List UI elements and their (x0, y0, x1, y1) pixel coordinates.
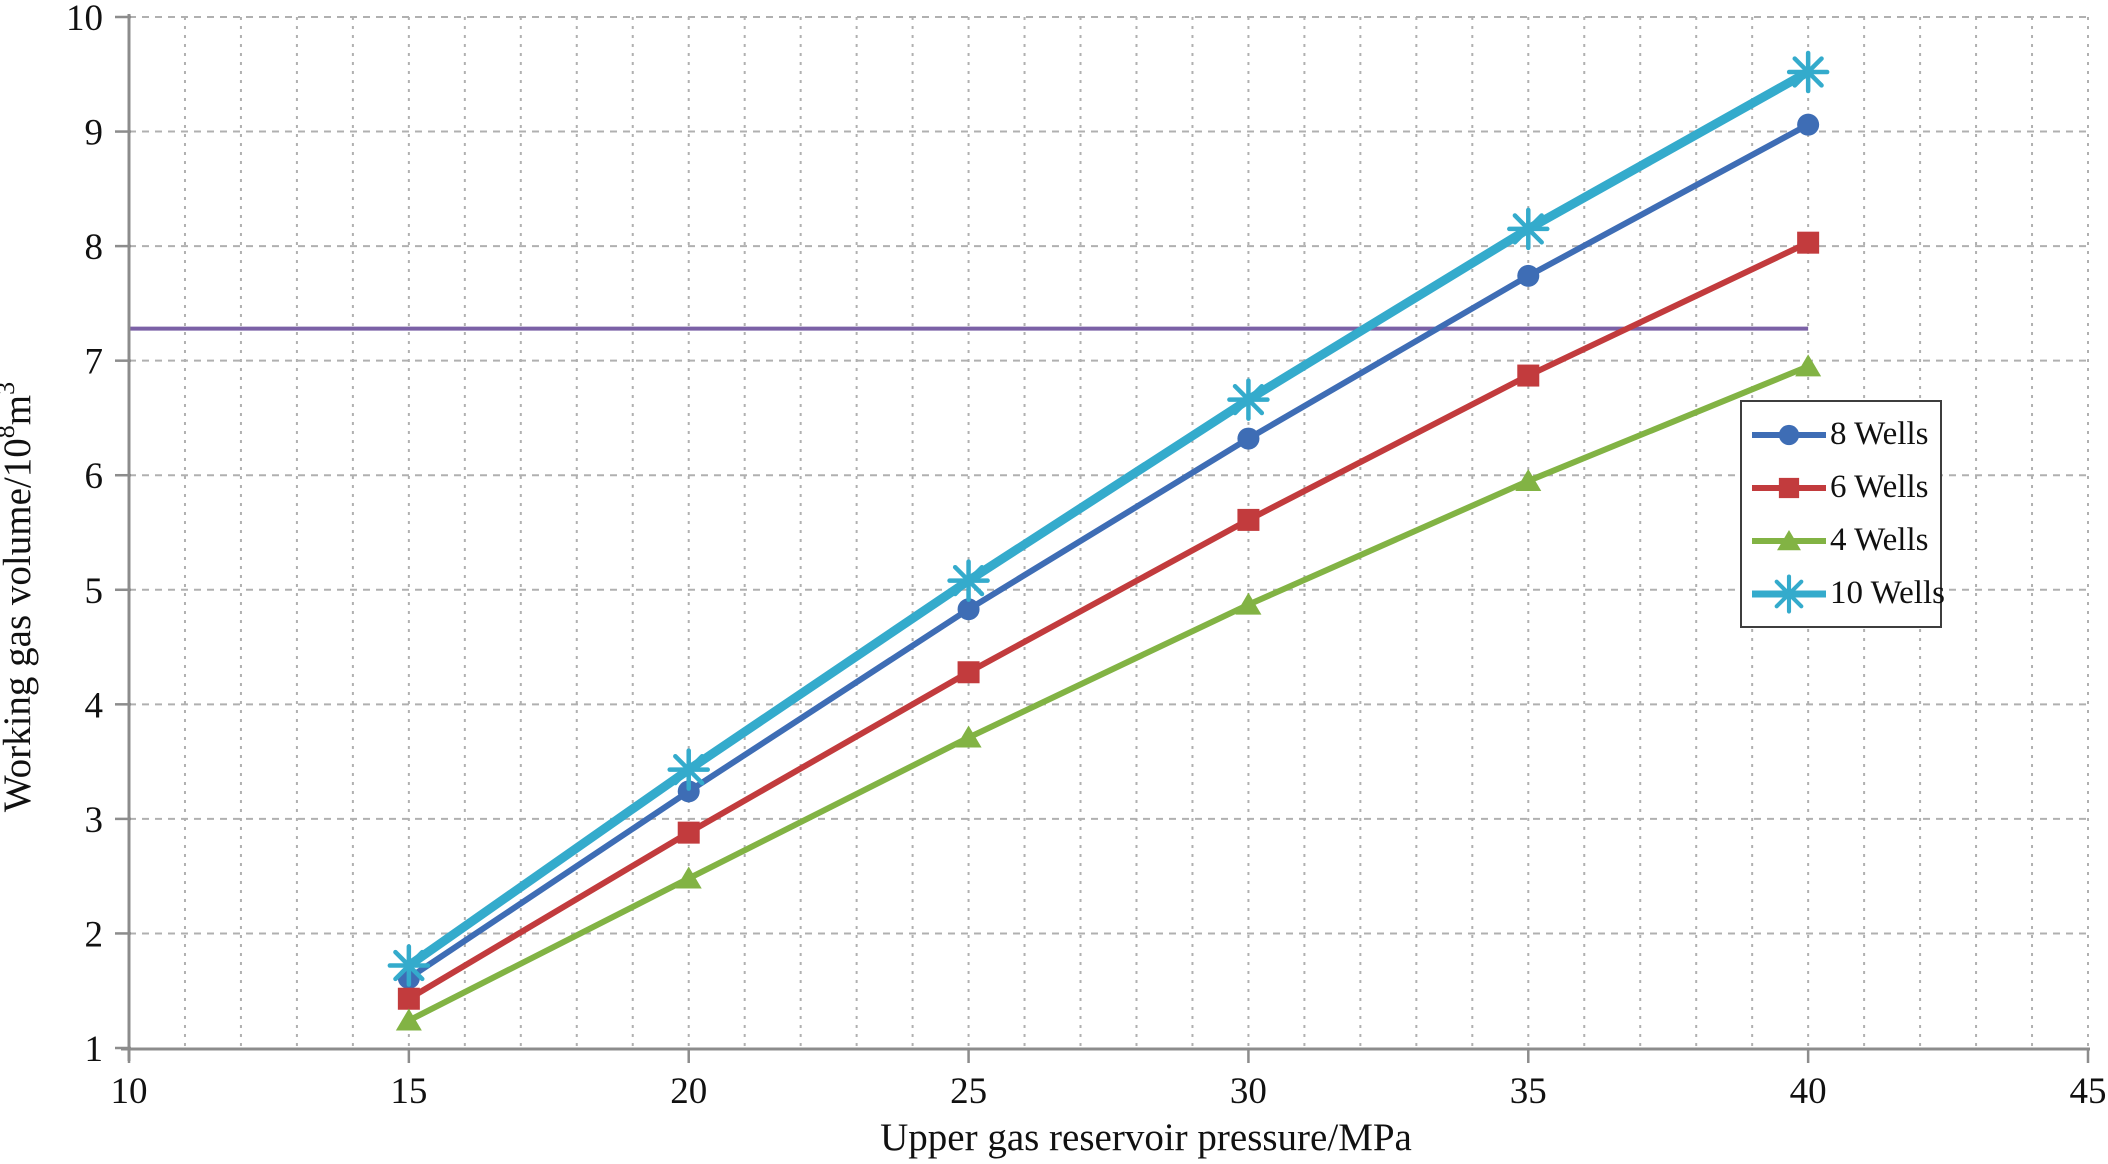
series-lines (387, 50, 1830, 1031)
square-marker (1237, 508, 1260, 531)
triangle-marker (1515, 468, 1542, 491)
asterisk-marker (947, 559, 990, 602)
triangle-marker (1235, 592, 1262, 615)
square-marker (677, 821, 700, 844)
asterisk-marker (1227, 378, 1270, 421)
y-tick-label: 3 (85, 800, 104, 841)
square-marker (957, 661, 980, 684)
x-tick-label: 10 (111, 1071, 148, 1112)
x-axis-title: Upper gas reservoir pressure/MPa (880, 1116, 1412, 1159)
circle-marker (1797, 113, 1820, 136)
y-tick-label: 9 (85, 113, 104, 154)
legend: 8 Wells 6 Wells 4 Wells 10 Wells (1740, 400, 1945, 628)
legend-item: 10 Wells (1750, 569, 1945, 619)
y-tick-label: 1 (85, 1029, 104, 1070)
circle-marker-icon (1752, 424, 1826, 445)
series-line-4-wells (405, 363, 1812, 1024)
square-marker (1517, 364, 1540, 387)
y-tick-label: 4 (85, 685, 104, 726)
circle-marker (957, 598, 980, 621)
legend-label: 4 Wells (1830, 522, 1929, 558)
legend-item: 6 Wells (1750, 463, 1940, 513)
square-marker-icon (1752, 477, 1826, 498)
x-tick-label: 40 (1790, 1071, 1827, 1112)
asterisk-marker (387, 944, 431, 987)
legend-label: 8 Wells (1830, 416, 1929, 452)
legend-item: 8 Wells (1750, 410, 1940, 460)
triangle-marker (1795, 354, 1822, 377)
series-line-6-wells (405, 239, 1812, 1002)
triangle-marker-icon (1752, 529, 1826, 550)
series-line-8-wells (405, 121, 1812, 982)
axes (115, 14, 2090, 1063)
x-tick-label: 15 (390, 1071, 427, 1112)
y-tick-label: 2 (85, 914, 104, 955)
triangle-marker (1777, 529, 1801, 550)
square-marker (1797, 231, 1820, 254)
x-tick-label: 30 (1230, 1071, 1267, 1112)
asterisk-marker (1507, 207, 1550, 251)
square-marker (1778, 477, 1800, 498)
square-marker (397, 987, 420, 1010)
legend-label: 10 Wells (1830, 575, 1945, 611)
asterisk-marker (1769, 573, 1809, 614)
y-tick-label: 8 (85, 227, 104, 268)
asterisk-marker-icon (1752, 573, 1826, 614)
x-tick-label: 25 (950, 1071, 987, 1112)
series-line-10-wells (404, 67, 1813, 971)
circle-marker (1517, 264, 1540, 287)
asterisk-marker (667, 748, 710, 791)
x-tick-label: 35 (1510, 1071, 1547, 1112)
circle-marker (1237, 427, 1260, 450)
gridlines (129, 16, 2089, 1048)
y-tick-label: 5 (85, 571, 104, 612)
triangle-marker (395, 1008, 422, 1031)
y-tick-label: 6 (85, 456, 104, 497)
y-tick-label: 7 (85, 342, 104, 383)
circle-marker (677, 780, 700, 803)
y-axis-title: Working gas volume/108m3 (0, 382, 39, 812)
asterisk-marker (1786, 50, 1830, 94)
legend-item: 4 Wells (1750, 516, 1940, 566)
triangle-marker (675, 866, 702, 889)
triangle-marker (955, 725, 982, 748)
x-tick-label: 45 (2070, 1071, 2107, 1112)
circle-marker (1778, 424, 1800, 445)
y-tick-label: 10 (66, 0, 103, 39)
legend-label: 6 Wells (1830, 469, 1929, 505)
x-tick-label: 20 (670, 1071, 707, 1112)
